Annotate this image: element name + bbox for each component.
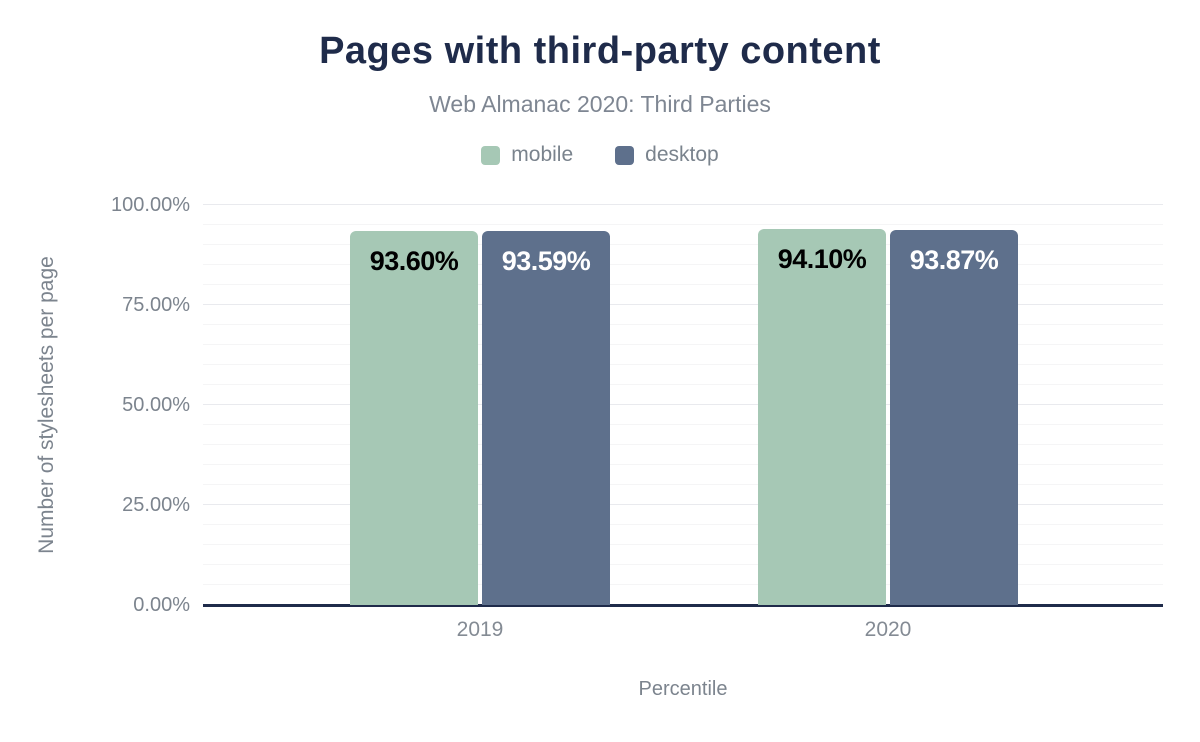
major-gridline-50 [203, 404, 1163, 405]
legend-item-desktop: desktop [615, 143, 719, 167]
bar-value-label-2020-mobile: 94.10% [777, 243, 867, 274]
x-tick-label-2019: 2019 [456, 618, 504, 641]
chart-subtitle: Web Almanac 2020: Third Parties [429, 91, 771, 117]
bar-2020-desktop: 93.87% [890, 229, 1018, 605]
y-tick-label-75: 75.00% [122, 294, 190, 316]
major-gridline-100 [203, 204, 1163, 205]
minor-gridline-20 [203, 524, 1163, 525]
minor-gridline-90 [203, 244, 1163, 245]
bar-2020-mobile: 94.10% [758, 228, 886, 605]
x-axis-line [203, 604, 1163, 607]
minor-gridline-15 [203, 544, 1163, 545]
x-axis-title: Percentile [638, 678, 728, 700]
minor-gridline-95 [203, 224, 1163, 225]
minor-gridline-45 [203, 424, 1163, 425]
y-tick-label-25: 25.00% [122, 494, 190, 516]
bar-value-label-2019-mobile: 93.60% [369, 245, 459, 276]
minor-gridline-30 [203, 484, 1163, 485]
x-tick-label-2020: 2020 [864, 618, 912, 641]
minor-gridline-55 [203, 384, 1163, 385]
y-tick-label-50: 50.00% [122, 394, 190, 416]
minor-gridline-80 [203, 284, 1163, 285]
bar-group-2020: 94.10% 93.87% [758, 228, 1018, 605]
legend-swatch-mobile [481, 145, 501, 165]
legend: mobile desktop [0, 143, 1200, 167]
bar-2019-desktop: 93.59% [482, 230, 610, 605]
bar-group-2019: 93.60% 93.59% [350, 230, 610, 605]
plot-area: 93.60% 93.59% 94.10% 93.87% [203, 204, 1163, 607]
legend-label-desktop: desktop [645, 143, 719, 166]
minor-gridline-10 [203, 564, 1163, 565]
bar-value-label-2019-desktop: 93.59% [501, 245, 591, 276]
legend-swatch-desktop [615, 145, 635, 165]
bar-value-label-2020-desktop: 93.87% [909, 244, 999, 275]
minor-gridline-70 [203, 324, 1163, 325]
minor-gridline-85 [203, 264, 1163, 265]
y-tick-label-0: 0.00% [133, 594, 190, 616]
minor-gridline-35 [203, 464, 1163, 465]
bar-2019-mobile: 93.60% [350, 230, 478, 605]
minor-gridline-65 [203, 344, 1163, 345]
minor-gridline-5 [203, 584, 1163, 585]
legend-label-mobile: mobile [511, 143, 574, 166]
major-gridline-75 [203, 304, 1163, 305]
minor-gridline-60 [203, 364, 1163, 365]
minor-gridline-40 [203, 444, 1163, 445]
chart-title: Pages with third-party content [319, 30, 881, 72]
legend-item-mobile: mobile [481, 143, 573, 167]
y-tick-label-100: 100.00% [111, 194, 190, 216]
major-gridline-25 [203, 504, 1163, 505]
